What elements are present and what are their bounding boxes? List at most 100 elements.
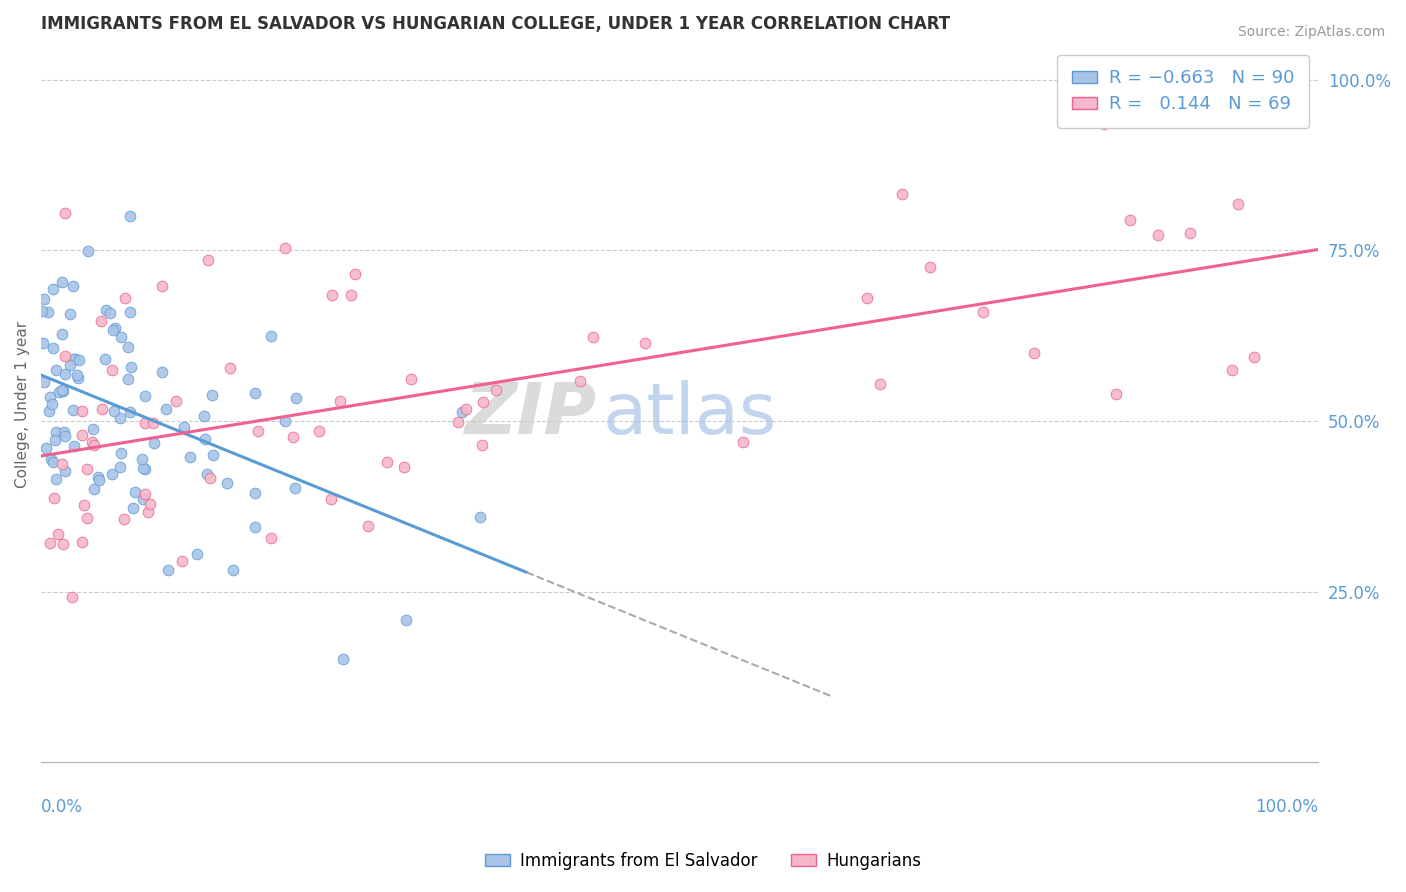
- Point: [66, 368, 89, 382]
- Point: [73, 498, 96, 512]
- Point: [103, 403, 125, 417]
- Point: [1022, 346, 1045, 360]
- Point: [134, 389, 156, 403]
- Point: [134, 487, 156, 501]
- Point: [150, 365, 173, 379]
- Point: [42, 282, 65, 296]
- Point: [83, 482, 105, 496]
- Point: [87, 470, 110, 484]
- Point: [447, 415, 470, 429]
- Point: [32, 335, 55, 350]
- Point: [340, 287, 363, 301]
- Point: [114, 291, 136, 305]
- Point: [62, 439, 84, 453]
- Point: [108, 411, 131, 425]
- Point: [51, 275, 73, 289]
- Point: [118, 210, 141, 224]
- Point: [194, 433, 217, 447]
- Point: [51, 326, 73, 341]
- Point: [31, 304, 53, 318]
- Point: [569, 374, 592, 388]
- Point: [468, 510, 491, 524]
- Point: [98, 306, 121, 320]
- Point: [96, 302, 118, 317]
- Point: [1092, 117, 1115, 131]
- Point: [45, 471, 67, 485]
- Point: [284, 481, 307, 495]
- Point: [48, 384, 70, 399]
- Point: [59, 358, 82, 372]
- Point: [329, 393, 352, 408]
- Point: [1178, 227, 1201, 241]
- Point: [273, 414, 295, 428]
- Point: [197, 252, 219, 267]
- Point: [633, 335, 655, 350]
- Point: [454, 402, 477, 417]
- Point: [1226, 196, 1249, 211]
- Point: [321, 287, 343, 301]
- Point: [76, 511, 98, 525]
- Point: [157, 563, 180, 577]
- Point: [72, 403, 94, 417]
- Point: [243, 520, 266, 534]
- Point: [112, 512, 135, 526]
- Point: [202, 448, 225, 462]
- Point: [76, 462, 98, 476]
- Point: [87, 473, 110, 487]
- Point: [972, 305, 994, 319]
- Point: [59, 307, 82, 321]
- Point: [451, 405, 474, 419]
- Point: [283, 430, 305, 444]
- Point: [45, 363, 67, 377]
- Point: [83, 438, 105, 452]
- Point: [308, 425, 330, 439]
- Point: [143, 436, 166, 450]
- Point: [274, 241, 297, 255]
- Point: [117, 372, 139, 386]
- Point: [53, 206, 76, 220]
- Point: [285, 391, 308, 405]
- Point: [122, 500, 145, 515]
- Point: [101, 467, 124, 481]
- Point: [118, 305, 141, 319]
- Point: [32, 376, 55, 390]
- Point: [332, 652, 354, 666]
- Point: [37, 305, 59, 319]
- Point: [485, 383, 508, 397]
- Point: [165, 394, 187, 409]
- Point: [1146, 227, 1168, 242]
- Point: [82, 422, 104, 436]
- Point: [193, 409, 215, 424]
- Text: ZIP: ZIP: [464, 380, 596, 450]
- Point: [198, 471, 221, 485]
- Point: [399, 372, 422, 386]
- Point: [117, 340, 139, 354]
- Point: [395, 613, 418, 627]
- Point: [39, 451, 62, 466]
- Point: [222, 563, 245, 577]
- Point: [53, 429, 76, 443]
- Point: [471, 438, 494, 452]
- Point: [120, 360, 142, 375]
- Point: [124, 484, 146, 499]
- Point: [66, 371, 89, 385]
- Point: [70, 428, 93, 442]
- Point: [247, 425, 270, 439]
- Point: [62, 352, 84, 367]
- Point: [67, 353, 90, 368]
- Point: [260, 531, 283, 545]
- Point: [104, 321, 127, 335]
- Point: [53, 367, 76, 381]
- Point: [215, 476, 238, 491]
- Point: [142, 416, 165, 430]
- Point: [62, 279, 84, 293]
- Point: [41, 397, 63, 411]
- Point: [52, 384, 75, 399]
- Point: [132, 492, 155, 507]
- Point: [80, 435, 103, 450]
- Point: [356, 519, 378, 533]
- Point: [39, 391, 62, 405]
- Point: [170, 554, 193, 568]
- Point: [53, 349, 76, 363]
- Point: [53, 425, 76, 439]
